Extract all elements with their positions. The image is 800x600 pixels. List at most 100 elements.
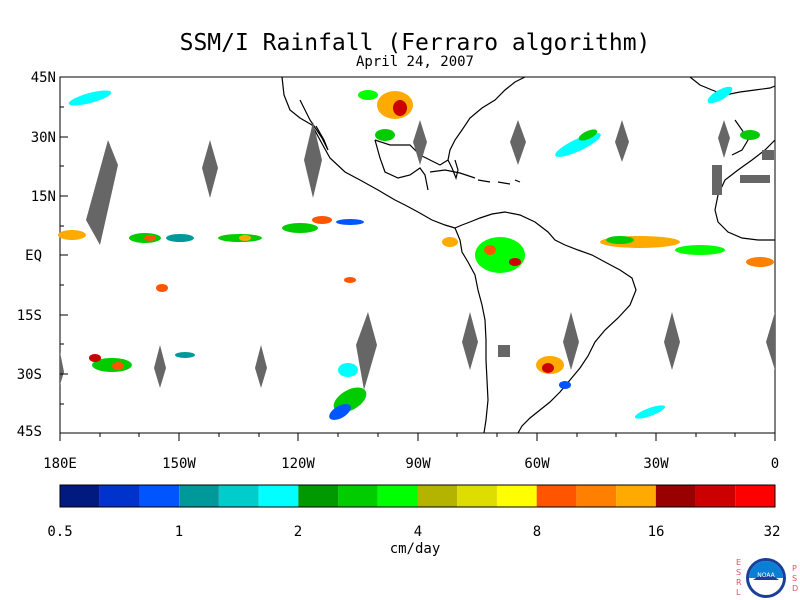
- colorbar-swatch: [377, 485, 418, 507]
- lon-label: 120W: [281, 456, 315, 472]
- colorbar-swatch: [179, 485, 219, 507]
- rain-patch: [606, 236, 634, 244]
- colorbar-tick-label: 8: [533, 524, 541, 540]
- colorbar-tick-label: 0.5: [47, 524, 72, 540]
- colorbar-tick-label: 2: [294, 524, 302, 540]
- colorbar-swatch: [338, 485, 378, 507]
- rain-patch: [542, 363, 554, 373]
- rain-patch: [166, 234, 194, 242]
- colorbar-swatch: [695, 485, 736, 507]
- colorbar-swatch: [496, 485, 537, 507]
- lat-label: 45N: [31, 70, 56, 86]
- colorbar-tick-label: 16: [648, 524, 665, 540]
- no-data-swath: [255, 345, 267, 388]
- no-data-swath: [154, 345, 166, 388]
- logo-center-text: NOAA: [757, 572, 775, 579]
- lat-label: 45S: [17, 424, 42, 440]
- rain-patch: [89, 354, 101, 362]
- no-data-swath: [304, 122, 322, 198]
- no-data-swath: [510, 120, 526, 165]
- no-data-swath: [664, 312, 680, 370]
- rain-patch: [112, 362, 124, 370]
- no-data-patch: [762, 150, 774, 160]
- lon-label: 90W: [405, 456, 431, 472]
- coastlines: [281, 76, 776, 434]
- no-data-swath: [462, 312, 478, 370]
- colorbar-swatch: [655, 485, 696, 507]
- rain-patch: [336, 219, 364, 225]
- lon-label: 150W: [162, 456, 196, 472]
- no-data-swath: [615, 120, 629, 162]
- rainfall-patches: [58, 86, 774, 420]
- lat-label: 15S: [17, 308, 42, 324]
- no-data-swath: [718, 120, 730, 158]
- rain-patch: [239, 235, 251, 241]
- colorbar: [59, 484, 776, 508]
- map-date: April 24, 2007: [355, 54, 474, 70]
- rain-patch: [559, 381, 571, 389]
- no-data-swaths: [60, 120, 775, 390]
- lat-label: 15N: [31, 189, 56, 205]
- colorbar-swatch: [218, 485, 259, 507]
- no-data-swath: [86, 140, 118, 245]
- no-data-swath: [563, 312, 579, 370]
- rain-patch: [344, 277, 356, 283]
- rain-patch: [746, 257, 774, 267]
- colorbar-tick-label: 32: [764, 524, 781, 540]
- lon-label: 30W: [643, 456, 669, 472]
- lon-label: 0: [771, 456, 779, 472]
- lat-label: 30N: [31, 130, 56, 146]
- rain-patch: [68, 90, 112, 106]
- colorbar-swatch: [298, 485, 339, 507]
- lon-label: 180E: [43, 456, 77, 472]
- lat-label: 30S: [17, 367, 42, 383]
- rain-patch: [707, 86, 733, 104]
- colorbar-tick-label: 4: [414, 524, 422, 540]
- rain-patch: [578, 129, 598, 141]
- rain-patch: [175, 352, 195, 358]
- colorbar-swatch: [258, 485, 299, 507]
- rain-patch: [144, 235, 156, 241]
- units-label: cm/day: [389, 541, 441, 557]
- rain-patch: [375, 129, 395, 141]
- rain-patch: [156, 284, 168, 292]
- rain-patch: [555, 133, 601, 157]
- no-data-swath: [202, 140, 218, 198]
- rain-patch: [740, 130, 760, 140]
- rain-patch: [475, 237, 525, 273]
- lat-label: EQ: [25, 248, 42, 264]
- no-data-swath: [356, 312, 377, 390]
- colorbar-swatch: [417, 485, 458, 507]
- colorbar-swatch: [457, 485, 497, 507]
- noaa-emblem: NOAA: [746, 558, 786, 598]
- colorbar-swatch: [735, 485, 775, 507]
- rain-patch: [338, 363, 358, 377]
- no-data-swath: [766, 312, 775, 370]
- rain-patch: [484, 245, 496, 255]
- rain-patch: [509, 258, 521, 266]
- colorbar-tick-label: 1: [175, 524, 183, 540]
- rain-patch: [58, 230, 86, 240]
- lon-label: 60W: [524, 456, 550, 472]
- rain-patch: [393, 100, 407, 116]
- rain-patch: [442, 237, 458, 247]
- rain-patch: [358, 90, 378, 100]
- colorbar-swatch: [576, 485, 617, 507]
- colorbar-labels: 0.5 1 2 4 8 16 32: [47, 524, 780, 540]
- colorbar-swatch: [616, 485, 656, 507]
- colorbar-swatch: [99, 485, 140, 507]
- rain-patch: [329, 404, 351, 420]
- axis-ticks: [59, 76, 776, 441]
- colorbar-swatch: [139, 485, 180, 507]
- rain-patch: [282, 223, 318, 233]
- rain-patch: [675, 245, 725, 255]
- map-title: SSM/I Rainfall (Ferraro algorithm): [179, 30, 651, 56]
- rain-patch: [312, 216, 332, 224]
- no-data-patch: [712, 165, 722, 195]
- no-data-swath: [60, 352, 64, 385]
- colorbar-swatch: [536, 485, 577, 507]
